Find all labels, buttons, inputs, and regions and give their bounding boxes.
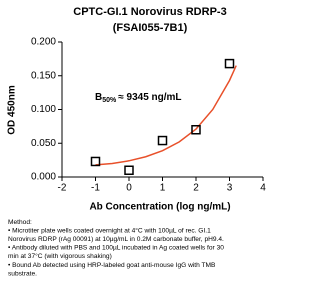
y-tick-label: 0.100 [31,104,56,115]
x-tick-label: 1 [160,183,166,194]
y-tick-label: 0.000 [31,172,56,183]
data-point [90,156,101,167]
annotation-sub: 50% [102,97,117,104]
method-text: min at 37°C (with vigorous shaking) [8,252,112,260]
fit-curve [95,65,237,166]
y-tick-label: 0.150 [31,70,56,81]
y-tick-label: 0.050 [31,138,56,149]
data-point [157,135,168,146]
x-tick-label: -1 [91,183,100,194]
method-text: Method: [8,219,32,226]
x-tick-label: 4 [260,183,266,194]
data-point [191,125,201,135]
chart: CPTC-GI.1 Norovirus RDRP-3 (FSAI055-7B1)… [7,6,267,277]
x-tick-label: -2 [58,183,67,194]
chart-title: CPTC-GI.1 Norovirus RDRP-3 [73,6,226,18]
method-text: substrate. [8,270,37,277]
data-point [224,58,235,69]
method-text: • Bound Ab detected using HRP-labeled go… [8,262,216,269]
x-tick-label: 2 [193,183,199,194]
x-tick-label: 0 [126,183,132,194]
annotation-rest: ≈ 9345 ng/mL [118,92,181,103]
data-point [124,165,134,175]
x-axis-label: Ab Concentration (log ng/mL) [89,202,230,213]
method-text: • Antibody diluted with PBS and 100µL in… [8,245,224,252]
chart-title: (FSAI055-7B1) [113,22,188,34]
annotation: B50% ≈ 9345 ng/mL [95,92,182,104]
method-text: • Microtiter plate wells coated overnigh… [8,226,211,234]
annotation-text: B [95,92,102,103]
y-tick-label: 0.200 [31,37,56,48]
x-tick-label: 3 [227,183,233,194]
y-axis-label: OD 450nm [7,85,18,135]
method-text: Norovirus RDRP (rAg 00091) at 10µg/mL in… [8,236,224,243]
